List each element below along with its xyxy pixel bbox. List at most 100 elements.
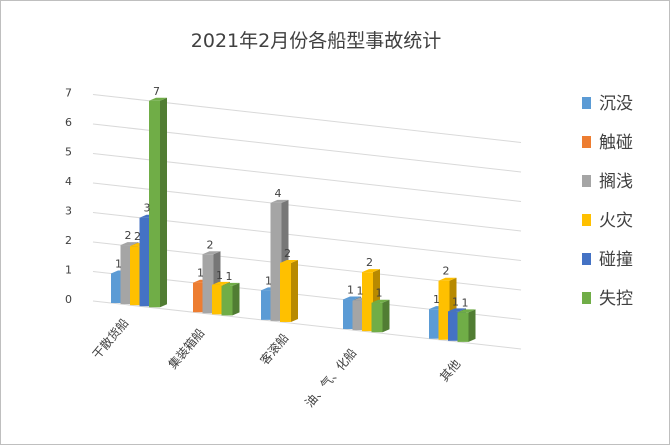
y-tick-label: 7 — [65, 87, 72, 100]
legend-item: 沉没 — [582, 94, 633, 114]
bar-front — [130, 246, 141, 306]
y-tick-label: 5 — [65, 146, 72, 159]
bar-front — [343, 299, 354, 330]
data-label: 1 — [226, 270, 233, 283]
legend-swatch — [582, 292, 591, 304]
bar-失控-油、气、化船 — [371, 299, 390, 333]
x-category-label: 其他 — [437, 357, 463, 384]
bar-front — [111, 273, 122, 304]
y-tick-label: 4 — [65, 175, 72, 188]
data-label: 2 — [443, 265, 450, 278]
bar-side — [291, 259, 298, 322]
bar-top — [362, 269, 380, 273]
bar-top — [457, 309, 476, 313]
data-label: 2 — [125, 229, 132, 242]
chart-title: 2021年2月份各船型事故统计 — [191, 30, 441, 52]
bar-front — [261, 290, 272, 320]
data-label: 7 — [153, 85, 160, 98]
bar-失控-干散货船 — [149, 97, 167, 308]
legend-item: 搁浅 — [582, 172, 633, 192]
legend-label: 触碰 — [599, 133, 633, 153]
y-tick-label: 1 — [65, 264, 72, 277]
y-tick-label: 6 — [65, 116, 72, 129]
bar-front — [212, 284, 223, 315]
data-label: 2 — [207, 238, 214, 251]
bar-top — [221, 282, 240, 286]
gridline-0 — [92, 300, 522, 350]
legend-label: 搁浅 — [599, 172, 633, 192]
legend-swatch — [582, 214, 591, 226]
legend-label: 碰撞 — [599, 250, 633, 270]
data-label: 1 — [452, 295, 459, 308]
bars — [111, 97, 476, 342]
data-label: 1 — [462, 296, 469, 309]
data-label: 1 — [433, 293, 440, 306]
bar-front — [280, 262, 291, 322]
bar-front — [270, 202, 282, 321]
legend-item: 火灾 — [582, 211, 633, 231]
x-category-label: 油、气、化船 — [302, 345, 360, 410]
bar-front — [438, 280, 450, 340]
data-label: 1 — [357, 285, 364, 298]
bar-top — [212, 281, 230, 285]
data-label: 1 — [265, 274, 272, 287]
x-category-label: 干散货船 — [89, 315, 131, 361]
data-label: 1 — [216, 269, 223, 282]
bar-front — [193, 282, 204, 313]
bar-front — [352, 300, 364, 331]
data-label: 1 — [197, 267, 204, 280]
y-tick-label: 3 — [65, 205, 72, 218]
legend-label: 火灾 — [599, 211, 633, 231]
legend-item: 碰撞 — [582, 250, 633, 270]
bar-top — [448, 308, 466, 312]
bar-side — [468, 309, 476, 342]
bar-失控-其他 — [457, 309, 476, 342]
x-axis-category-labels: 干散货船 集装箱船 客滚船 油、气、化船 其他 — [89, 315, 463, 410]
y-tick-label: 0 — [65, 293, 72, 306]
bar-top — [343, 296, 361, 300]
data-label: 2 — [284, 247, 291, 260]
bar-top — [438, 277, 457, 281]
data-label: 1 — [115, 258, 122, 271]
bar-火灾-客滚船 — [280, 259, 298, 322]
data-label: 4 — [275, 187, 282, 200]
bar-front — [221, 285, 233, 316]
bar-side — [232, 282, 240, 316]
legend-swatch — [582, 175, 591, 187]
data-label: 3 — [144, 202, 151, 215]
legend-label: 沉没 — [599, 94, 633, 114]
x-category-label: 集装箱船 — [165, 325, 207, 371]
bar-top — [202, 251, 221, 255]
bar-top — [270, 199, 289, 203]
x-category-label: 客滚船 — [257, 330, 292, 367]
y-tick-label: 2 — [65, 234, 72, 247]
bar-side — [382, 299, 390, 333]
bar-front — [362, 272, 373, 332]
data-label: 2 — [366, 256, 373, 269]
bar-top — [120, 242, 139, 246]
bar-side — [160, 97, 167, 308]
bar-front — [457, 312, 469, 342]
legend-item: 触碰 — [582, 133, 633, 153]
legend-swatch — [582, 136, 591, 148]
bar-失控-集装箱船 — [221, 282, 240, 316]
bar-front — [120, 245, 132, 305]
bar-front — [202, 254, 214, 314]
data-label: 1 — [347, 284, 354, 297]
bar-front — [448, 311, 459, 341]
bar-front — [149, 100, 160, 308]
bar-top — [149, 97, 167, 101]
bar-front — [429, 309, 440, 339]
legend-swatch — [582, 97, 591, 109]
legend-swatch — [582, 253, 591, 265]
legend-item: 失控 — [582, 289, 633, 309]
bar-top — [280, 259, 298, 263]
data-label: 2 — [134, 230, 141, 243]
bar-front — [139, 217, 151, 307]
y-axis-tick-labels: 0 1 2 3 4 5 6 7 — [65, 87, 72, 307]
legend-label: 失控 — [599, 289, 633, 309]
